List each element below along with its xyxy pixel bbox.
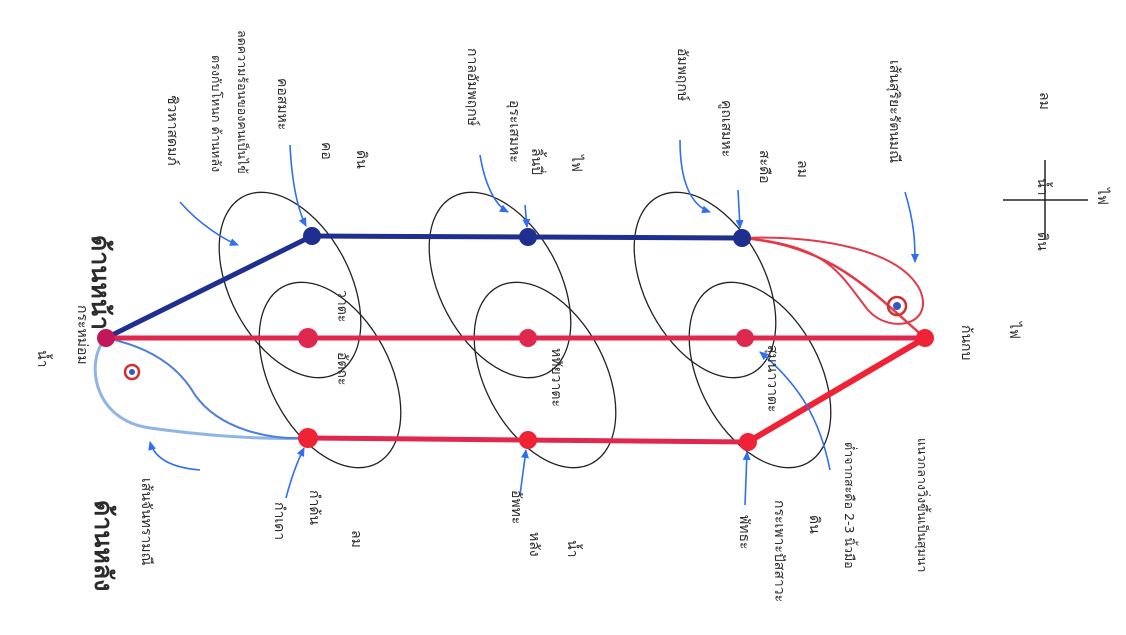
label-kamda: กำเดา	[271, 502, 287, 540]
node-ampat	[519, 431, 537, 449]
direction-cross	[1003, 160, 1088, 240]
sun-marker	[886, 295, 908, 317]
label-din-1: ดิน	[353, 150, 369, 169]
moon-marker	[123, 363, 141, 381]
node-phattha	[739, 433, 757, 451]
label-kutasema: คูถเสมหะ	[718, 100, 734, 157]
label-din-2: ดิน	[806, 515, 822, 534]
moon-loop	[93, 336, 309, 440]
label-cross-lom: ลม	[1036, 92, 1052, 110]
arrow-moon	[148, 441, 201, 471]
label-back-side: ด้านหลัง	[89, 500, 118, 591]
arrow-ambhruk	[679, 139, 711, 214]
label-sun-line: เส้นสุริยะรัตนมณี	[886, 60, 902, 163]
arrow-ampat	[519, 449, 529, 496]
label-naiji: ลิ้นปี่	[528, 148, 547, 175]
arrow-kala	[479, 154, 509, 213]
arrow-chiwha	[179, 201, 239, 246]
node-kanthop	[916, 329, 934, 347]
label-top-junction: กระหม่อม	[74, 305, 90, 365]
node-kamda	[298, 428, 318, 448]
label-chiwha-desc2: ลดความร้อนของคนเป็นไข้	[235, 30, 250, 174]
arrow-kodmaha	[289, 144, 307, 227]
label-nam-top: น้ำ	[34, 350, 53, 367]
label-phattha: พัทธะ	[736, 515, 752, 550]
label-sumna-bottom: แนวกลางวิ่งขึ้นเป็นสุมนา	[914, 438, 932, 572]
loop-ellipse	[688, 281, 832, 469]
label-kraphao: กระเพาะปัสสาวะ	[771, 500, 787, 602]
loop-ellipse	[473, 281, 617, 469]
label-ambhruk: อัมพฤกษ์	[674, 48, 691, 101]
label-cross-nam: น้ำ	[1034, 178, 1053, 195]
label-kanthop: ก้นกบ	[958, 325, 974, 360]
label-fai-2: ไฟ	[1006, 321, 1023, 339]
label-lang: หลัง	[526, 532, 542, 557]
label-moon-line: เส้นจันทรามณี	[138, 478, 154, 566]
label-fai-1: ไฟ	[568, 154, 585, 172]
node-hathaya	[519, 329, 537, 347]
arrow-kutasema	[735, 189, 744, 229]
label-kala: กาลอัมพฤกษ์	[464, 48, 481, 126]
label-kodmaha: คอสมหะ	[274, 78, 290, 130]
label-ko: คอ	[318, 142, 334, 160]
arrow-finger	[759, 351, 831, 471]
sun-loop	[741, 236, 926, 339]
label-suma: สุมนาวาตะ	[764, 345, 780, 413]
arrow-sun	[904, 191, 919, 263]
label-cross-din: ดิน	[1034, 232, 1050, 251]
node-urasema	[519, 228, 537, 246]
red-diag-line	[745, 335, 928, 445]
label-cross-fai: ไฟ	[1094, 187, 1111, 205]
label-watta: วาตะ	[334, 290, 350, 322]
label-chiwha: ชิวหาสดมภ์	[164, 95, 181, 166]
label-finger: ต่ำจากสะดือ 2-3 นิ้วมือ	[842, 442, 859, 569]
label-urasema: อุระเสมหะ	[506, 100, 522, 163]
label-nam-1: น้ำ	[564, 540, 583, 557]
node-head	[97, 329, 115, 347]
loop-ellipse	[633, 191, 777, 379]
arrow-urasema	[522, 204, 531, 228]
node-kodmaha	[303, 227, 321, 245]
label-chiwha-desc: ตรงกับโหนก ด้านหลัง	[209, 55, 224, 172]
main-lines	[103, 233, 928, 445]
label-hathaya: หทัยวาตะ	[548, 348, 564, 407]
label-saduea: สะดือ	[756, 150, 772, 184]
node-watta	[298, 328, 318, 348]
node-suma	[736, 329, 754, 347]
loops	[218, 191, 832, 469]
loop-ellipse	[218, 191, 362, 379]
label-ampat: อัพทะ	[508, 490, 524, 524]
arrow-kamda	[285, 447, 305, 499]
label-front-side: ด้านหน้า	[86, 235, 115, 330]
nodes	[97, 227, 934, 451]
pointer-arrows	[148, 139, 919, 506]
blue-diag-line	[103, 233, 315, 341]
loop-ellipse	[258, 281, 402, 469]
node-kutasema	[733, 229, 751, 247]
label-kaden: กำด้น	[306, 490, 322, 525]
text-labels: น้ำ กระหม่อม ด้านหน้า ด้านหลัง เส้นจันทร…	[34, 30, 1111, 602]
label-lom-2: ลม	[348, 530, 364, 548]
loop-ellipse	[428, 191, 572, 379]
arrow-phattha	[742, 451, 751, 506]
label-lom-1: ลม	[794, 160, 810, 178]
label-ukata: อัตถะ	[334, 352, 350, 386]
